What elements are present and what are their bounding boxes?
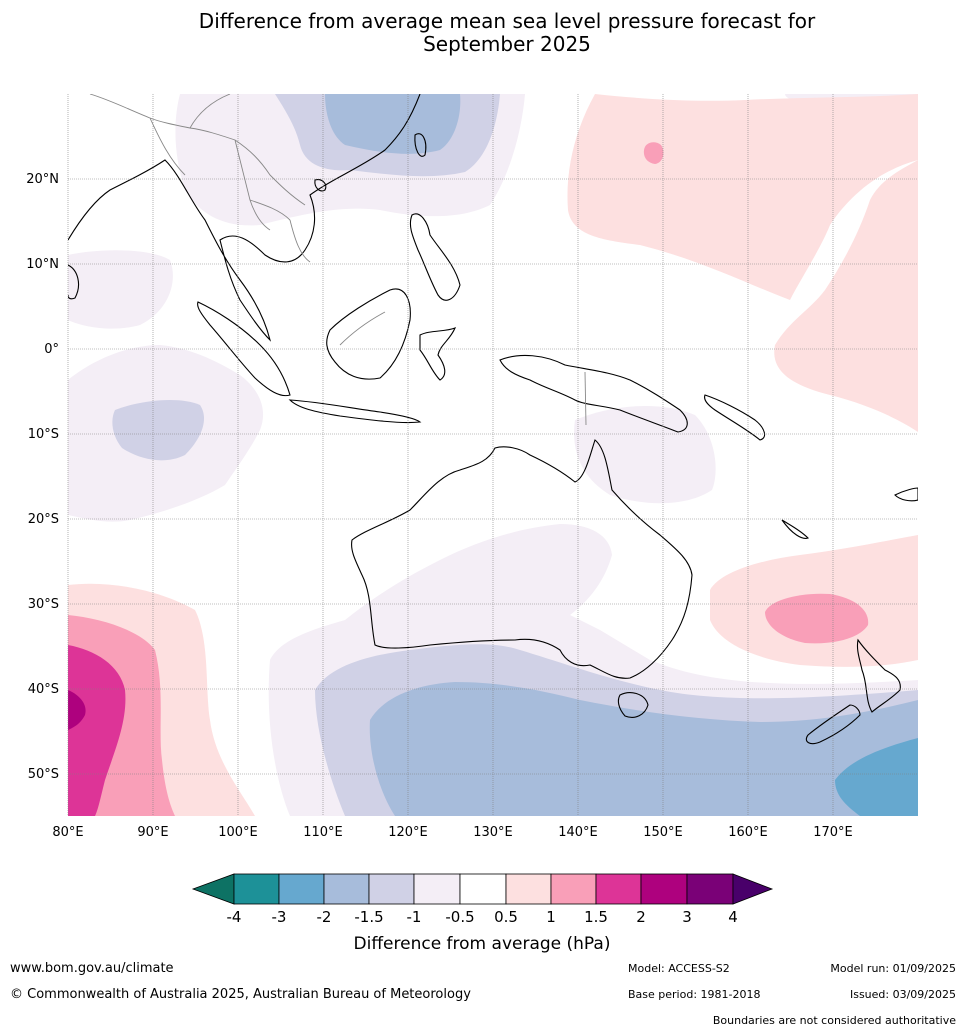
field-neg05-coral [574,405,716,504]
colorbar-swatch [595,873,642,905]
lon-tick-labels: 80°E 90°E 100°E 110°E 120°E 130°E 140°E … [52,825,852,840]
lon-tick-label: 160°E [728,825,768,840]
issued-date: Issued: 03/09/2025 [849,988,956,1001]
lon-tick-label: 80°E [52,825,83,840]
philippines-coast [409,213,461,301]
lat-tick-label: 0° [44,342,59,357]
colorbar-extend-low [191,873,235,905]
colorbar-tick-label: 0.5 [494,908,518,926]
india-coast [68,264,80,300]
colorbar-tick-label: 3 [682,908,692,926]
field-pos05-ne [567,94,918,432]
lat-tick-label: 10°S [28,427,59,442]
png-border [584,371,587,426]
field-pos1-ne-dot [643,142,664,164]
nz-south-coast [805,704,861,745]
lon-tick-label: 110°E [303,825,343,840]
lon-tick-label: 170°E [813,825,853,840]
hainan-coast [314,179,327,192]
new-guinea-coast [499,354,688,433]
lat-tick-label: 50°S [28,767,59,782]
colorbar-tick-label: -4 [227,908,242,926]
lon-tick-label: 120°E [388,825,428,840]
lon-tick-label: 100°E [218,825,258,840]
lat-tick-label: 10°N [26,257,59,272]
nz-north-coast [856,638,901,713]
field-neg05-west-north [68,250,173,329]
java-coast [288,399,422,424]
colorbar-tick-label: 1 [546,908,556,926]
field-pos2-sw [68,690,86,730]
field-neg1-equatorial [112,399,205,461]
model-run-date: Model run: 01/09/2025 [830,962,956,975]
field-neg15-north [325,94,461,154]
title-line-2: September 2025 [423,32,591,56]
field-pos15-sw [68,645,126,816]
colorbar-swatch [505,873,552,905]
colorbar-tick-label: -0.5 [445,908,474,926]
lat-tick-labels: 20°N 10°N 0° 10°S 20°S 30°S 40°S 50°S [26,172,59,782]
boundaries-disclaimer: Boundaries are not considered authoritat… [712,1014,956,1027]
colorbar-swatch [686,873,734,905]
sulawesi-coast [419,327,457,381]
borneo-border [339,311,386,346]
lon-tick-label: 140°E [558,825,598,840]
tasmania-coast [617,692,649,718]
field-neg2-south [835,738,918,816]
australia-coast [351,439,693,679]
colorbar-extend-high [732,873,774,905]
colorbar-tick-label: 4 [728,908,738,926]
base-period: Base period: 1981-2018 [628,988,761,1001]
anomaly-fields [68,94,918,816]
website-link[interactable]: www.bom.gov.au/climate [10,961,174,976]
colorbar-swatch [640,873,688,905]
colorbar-tick-label: -1 [407,908,422,926]
chart-title: Difference from average mean sea level p… [0,10,965,56]
fiji-coast [894,487,918,502]
copyright-notice: © Commonwealth of Australia 2025, Austra… [10,987,471,1002]
lat-tick-label: 30°S [28,597,59,612]
lat-tick-label: 40°S [28,682,59,697]
colorbar-swatch [278,873,325,905]
colorbar-tick-label: -3 [272,908,287,926]
sumatra-coast [197,301,291,397]
field-neg15-south [369,682,918,816]
coastlines [68,94,918,745]
colorbar: -4 -3 -2 -1.5 -1 -0.5 0.5 1 1.5 2 3 4 Di… [191,873,774,954]
colorbar-swatch [550,873,597,905]
country-borders [89,94,587,426]
lon-tick-label: 90°E [137,825,168,840]
colorbar-swatch [323,873,370,905]
lat-tick-label: 20°N [26,172,59,187]
colorbar-tick-label: 1.5 [584,908,608,926]
colorbar-title: Difference from average (hPa) [354,934,611,954]
asia-mainland-coast [68,94,421,342]
asia-borders [89,94,311,263]
taiwan-coast [414,133,427,157]
new-caledonia-coast [781,519,810,539]
colorbar-swatch [413,873,461,905]
lon-tick-label: 150°E [643,825,683,840]
colorbar-tick-label: 2 [636,908,646,926]
colorbar-swatch [459,873,507,905]
solomons-coast [704,394,766,441]
colorbar-swatch [233,873,280,905]
colorbar-swatch [368,873,415,905]
colorbar-tick-label: -1.5 [354,908,383,926]
field-pos1-tasman [765,593,869,644]
colorbar-tick-label: -2 [317,908,332,926]
title-line-1: Difference from average mean sea level p… [198,9,816,33]
model-name: Model: ACCESS-S2 [628,962,730,975]
borneo-coast [326,288,411,380]
lon-tick-label: 130°E [473,825,513,840]
lat-tick-label: 20°S [28,512,59,527]
graticule [67,94,918,816]
